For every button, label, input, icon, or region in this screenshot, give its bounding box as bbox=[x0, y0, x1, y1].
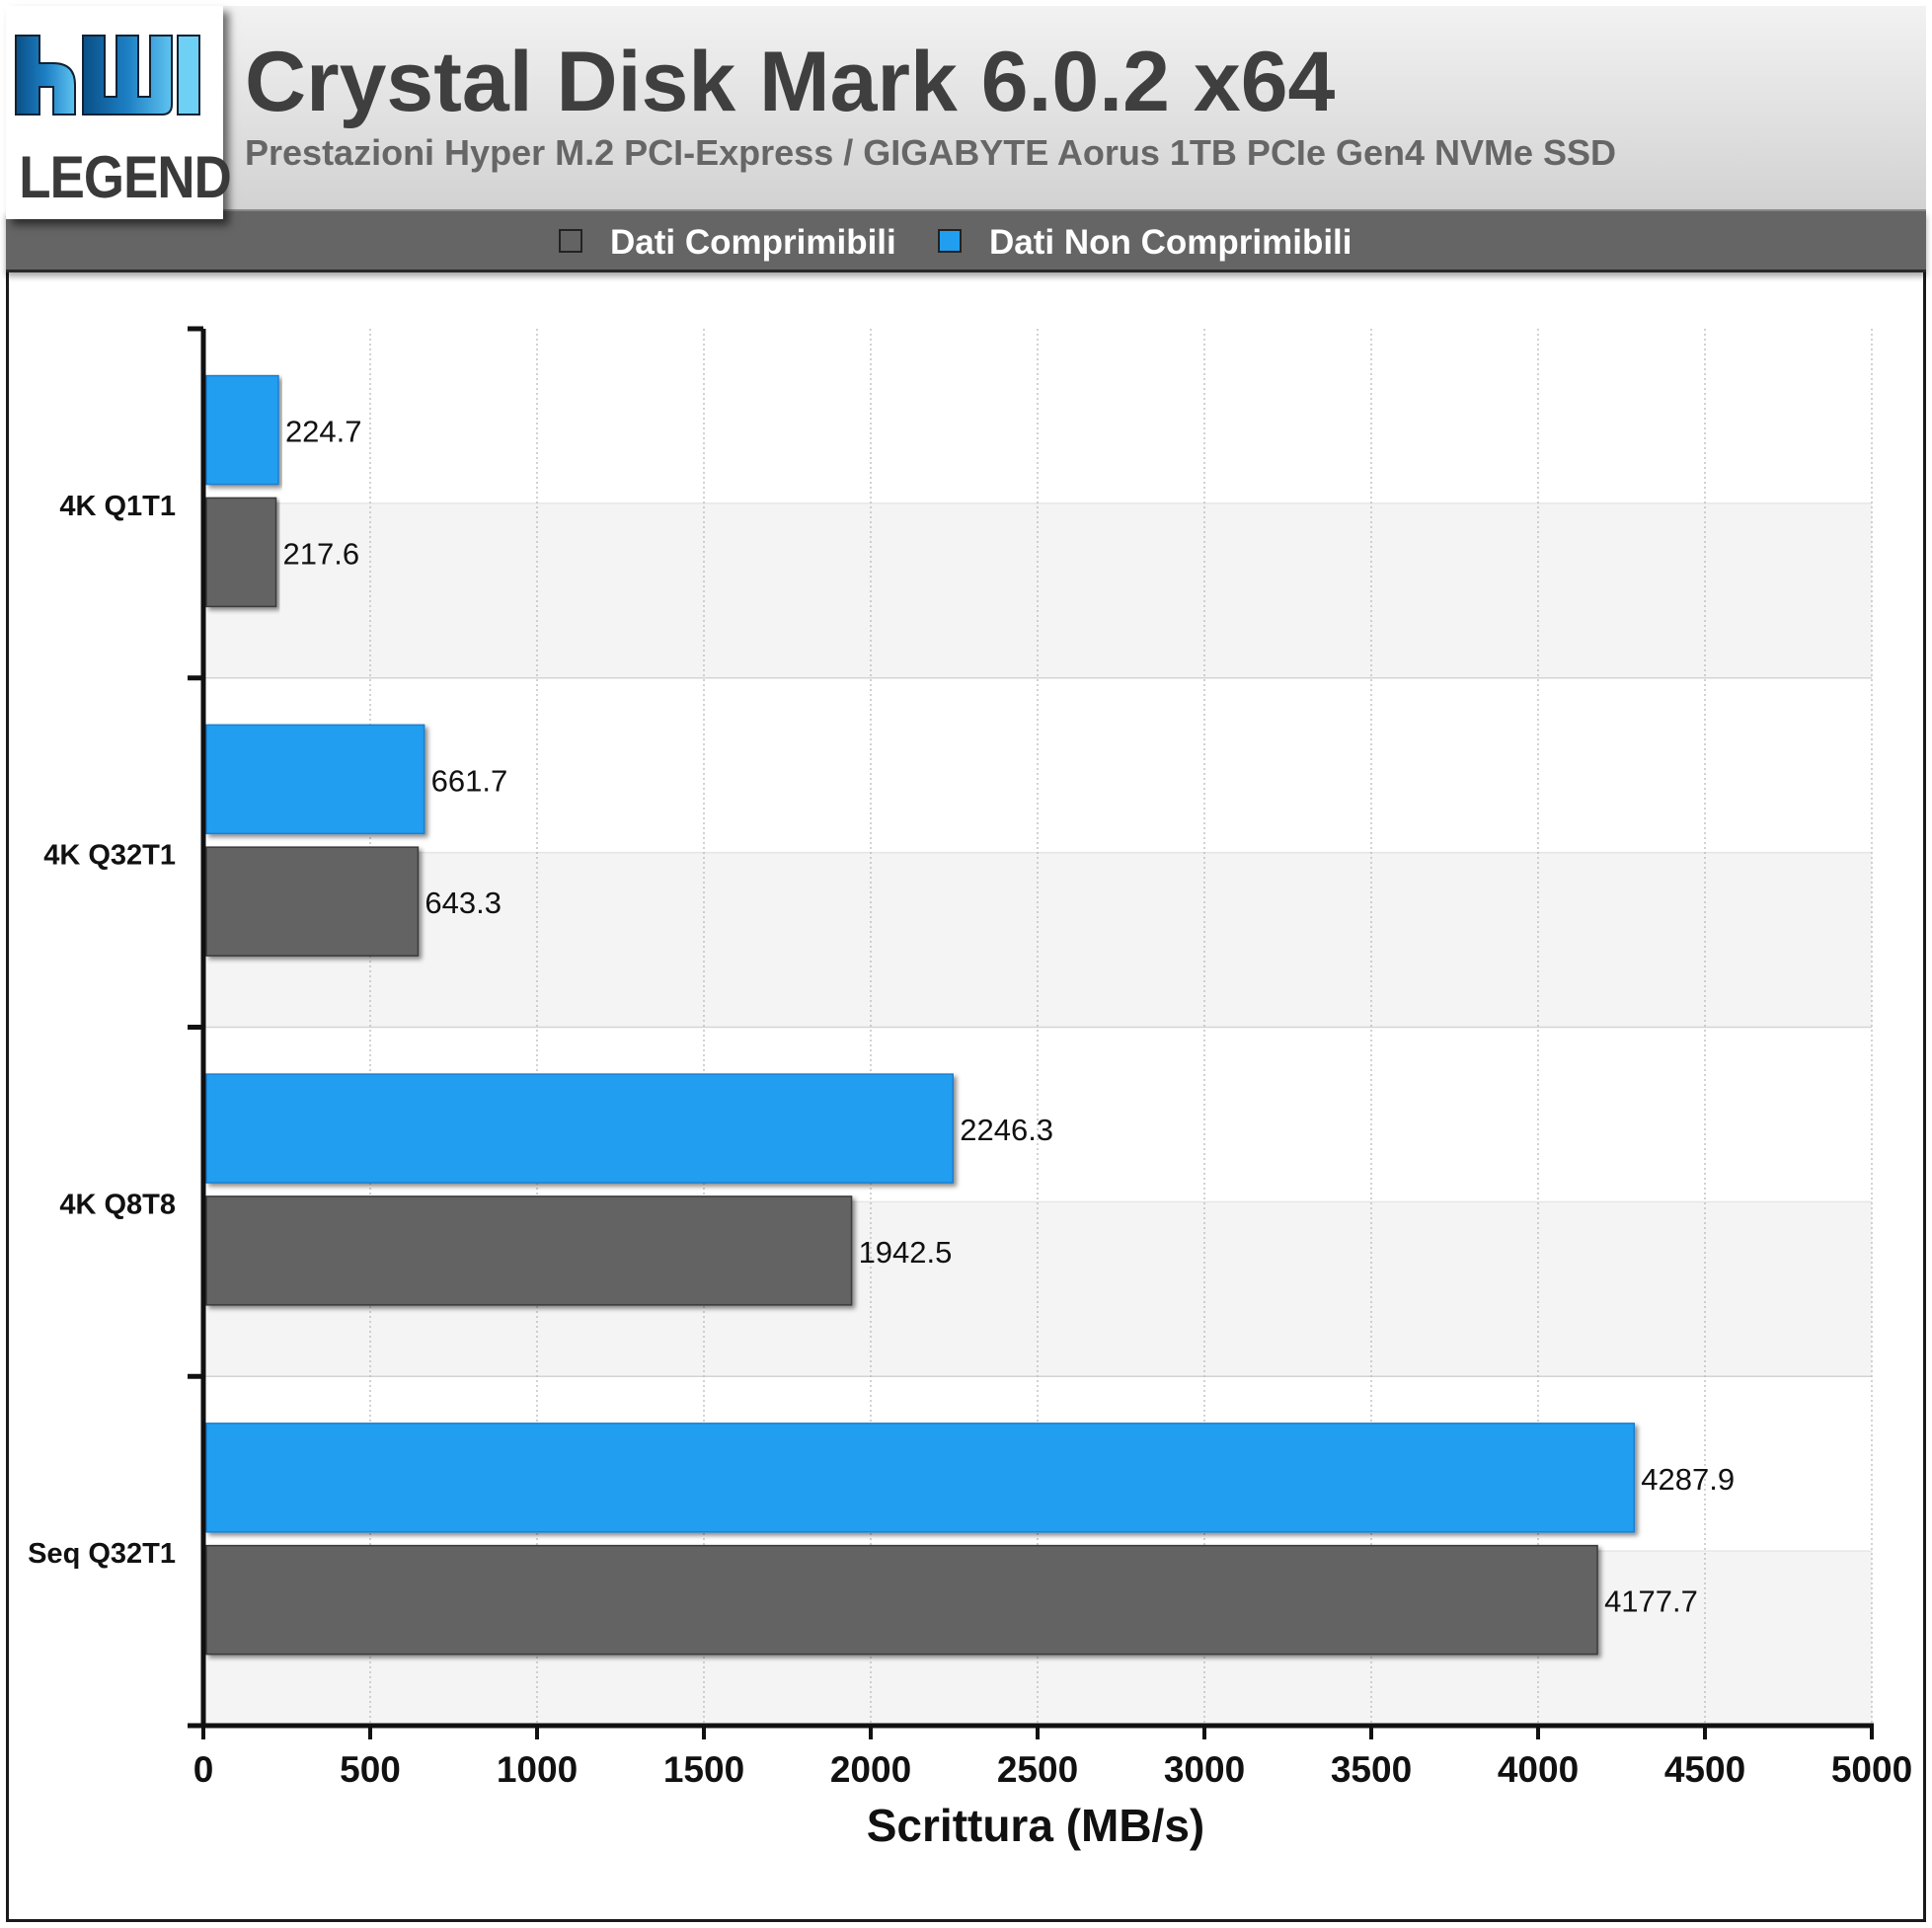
legend: Dati Comprimibili Dati Non Comprimibili bbox=[6, 211, 1926, 272]
bar-compressible bbox=[205, 846, 420, 957]
category-label: 4K Q32T1 bbox=[43, 840, 176, 872]
bar-compressible bbox=[205, 1195, 853, 1306]
x-tick-label: 0 bbox=[193, 1749, 214, 1790]
bar-compressible bbox=[205, 497, 277, 608]
bar-incompressible bbox=[205, 374, 279, 486]
chart-header: Crystal Disk Mark 6.0.2 x64 Prestazioni … bbox=[6, 6, 1926, 211]
logo-text: LEGEND bbox=[19, 144, 232, 210]
category-label: 4K Q8T8 bbox=[59, 1189, 176, 1220]
legend-label-compressible: Dati Comprimibili bbox=[610, 223, 896, 262]
x-tick-label: 500 bbox=[340, 1749, 401, 1790]
x-tick-label: 2500 bbox=[997, 1749, 1078, 1790]
x-tick-label: 3500 bbox=[1331, 1749, 1412, 1790]
chart-title: Crystal Disk Mark 6.0.2 x64 bbox=[245, 35, 1336, 129]
data-label: 1942.5 bbox=[859, 1235, 953, 1270]
x-tick-label: 2000 bbox=[830, 1749, 911, 1790]
data-label: 224.7 bbox=[285, 415, 362, 449]
data-label: 2246.3 bbox=[960, 1113, 1053, 1147]
x-tick-label: 1000 bbox=[497, 1749, 578, 1790]
data-label: 661.7 bbox=[431, 763, 508, 798]
x-tick-label: 1500 bbox=[663, 1749, 744, 1790]
bar-incompressible bbox=[205, 1073, 954, 1184]
x-tick-label: 4000 bbox=[1498, 1749, 1579, 1790]
plot-band bbox=[203, 329, 1872, 503]
data-label: 217.6 bbox=[283, 536, 360, 571]
x-tick-label: 4500 bbox=[1664, 1749, 1745, 1790]
data-label: 4287.9 bbox=[1641, 1462, 1735, 1497]
legend-label-incompressible: Dati Non Comprimibili bbox=[989, 223, 1352, 262]
category-label: Seq Q32T1 bbox=[28, 1538, 176, 1570]
bar-compressible bbox=[205, 1544, 1598, 1656]
data-label: 4177.7 bbox=[1604, 1584, 1698, 1619]
site-logo: LEGEND bbox=[6, 6, 232, 219]
bar-incompressible bbox=[205, 1423, 1636, 1533]
chart-subtitle: Prestazioni Hyper M.2 PCI-Express / GIGA… bbox=[245, 132, 1617, 173]
category-label: 4K Q1T1 bbox=[59, 491, 176, 522]
x-tick-label: 3000 bbox=[1164, 1749, 1245, 1790]
data-label: 643.3 bbox=[425, 886, 502, 920]
x-axis-title: Scrittura (MB/s) bbox=[867, 1800, 1204, 1851]
legend-swatch-incompressible bbox=[938, 229, 962, 253]
logo-mark-icon bbox=[15, 35, 200, 116]
legend-swatch-compressible bbox=[559, 229, 582, 253]
bar-incompressible bbox=[205, 724, 425, 835]
x-tick-label: 5000 bbox=[1831, 1749, 1912, 1790]
